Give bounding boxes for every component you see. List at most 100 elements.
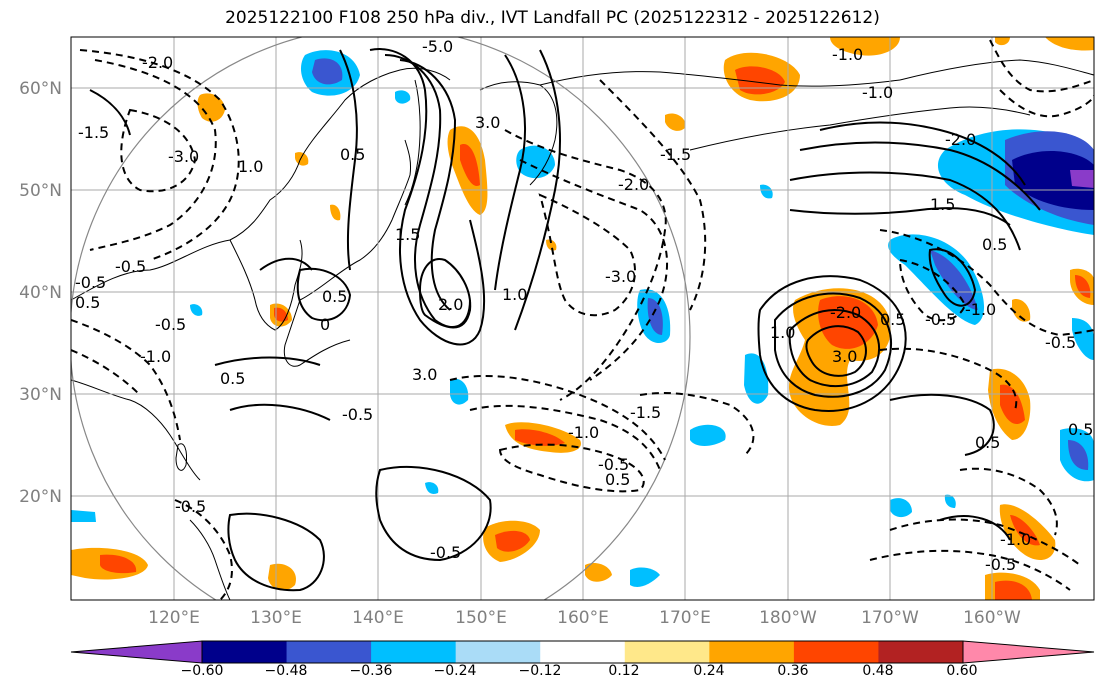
lon-label: 170°W xyxy=(861,608,919,628)
contour-line xyxy=(504,129,667,401)
coastline-aleutians xyxy=(689,106,1031,151)
shade-negative xyxy=(190,304,203,316)
colorbar-extend-high xyxy=(962,640,1095,664)
contour-label: -1.0 xyxy=(965,300,996,319)
contour-line xyxy=(989,39,1094,93)
contour-line xyxy=(227,512,325,592)
contour-label: 3.0 xyxy=(832,347,857,366)
lon-label: 160°E xyxy=(557,608,609,628)
coastline-alaska xyxy=(899,59,1094,81)
lat-label: 50°N xyxy=(19,181,62,201)
contour-line xyxy=(939,515,1011,541)
colorbar-tick: −0.36 xyxy=(350,663,393,679)
colorbar-tick: 0.60 xyxy=(946,663,977,679)
shade-positive xyxy=(274,307,288,322)
contour-line xyxy=(519,159,668,381)
lat-label: 20°N xyxy=(19,487,62,507)
contour-label: 0.5 xyxy=(75,293,100,312)
colorbar-tick: −0.12 xyxy=(519,663,562,679)
contour-line xyxy=(879,229,1094,337)
contour-line xyxy=(229,403,331,421)
colorbar-frame xyxy=(201,640,964,664)
coastline-japan xyxy=(299,139,411,301)
shade-positive xyxy=(268,563,296,591)
colorbar: −0.60 −0.48 −0.36 −0.24 −0.12 0.12 0.24 … xyxy=(70,640,1095,679)
colorbar-segment xyxy=(371,641,457,663)
contour-line xyxy=(757,275,907,412)
colorbar-tick: 0.48 xyxy=(862,663,893,679)
contour-label: -1.0 xyxy=(832,45,863,64)
contour-line xyxy=(599,79,707,311)
reference-circle xyxy=(71,37,691,600)
contour-line xyxy=(898,258,967,322)
contour-line xyxy=(369,48,486,346)
shade-positive xyxy=(295,152,309,166)
contour-label: -2.0 xyxy=(945,130,976,149)
contour-line xyxy=(469,404,661,471)
colorbar-tick: −0.24 xyxy=(434,663,477,679)
contour-label: 1.0 xyxy=(502,285,527,304)
contour-line xyxy=(449,375,666,461)
coastline-layer xyxy=(71,59,1094,600)
contour-label: 2.0 xyxy=(438,295,463,314)
contour-label: -2.0 xyxy=(830,303,861,322)
coastline-japan-south xyxy=(283,299,351,367)
latitude-labels: 60°N 50°N 40°N 30°N 20°N xyxy=(19,79,62,507)
shade-positive xyxy=(515,429,565,446)
contour-label: -1.0 xyxy=(1000,530,1031,549)
contour-label: -1.0 xyxy=(140,347,171,366)
contour-label: -0.5 xyxy=(115,257,146,276)
lon-label: 150°E xyxy=(455,608,507,628)
coastline-taiwan xyxy=(175,443,187,471)
shade-positive xyxy=(495,530,530,552)
contour-label: 1.5 xyxy=(395,225,420,244)
contour-label: -1.5 xyxy=(630,403,661,422)
lon-label: 120°E xyxy=(148,608,200,628)
contour-label: -0.5 xyxy=(598,455,629,474)
contour-label: 0.5 xyxy=(220,369,245,388)
colorbar-segment xyxy=(878,641,964,663)
lon-label: 160°W xyxy=(963,608,1021,628)
contour-label: 0.5 xyxy=(975,433,1000,452)
coastline-kamchatka xyxy=(479,81,558,186)
shade-positive xyxy=(460,144,480,186)
contour-line xyxy=(789,207,1011,226)
shade-positive xyxy=(665,113,686,131)
shade-negative xyxy=(71,510,96,522)
shade-positive xyxy=(197,93,225,122)
map-frame xyxy=(70,36,1095,601)
contour-line xyxy=(494,54,526,291)
lon-label: 180°W xyxy=(759,608,817,628)
contour-line xyxy=(889,518,1081,566)
colorbar-tick: −0.48 xyxy=(265,663,308,679)
contour-label: -0.5 xyxy=(75,273,106,292)
lat-label: 30°N xyxy=(19,385,62,405)
contour-line xyxy=(71,319,181,441)
coastline-asia xyxy=(71,67,451,301)
map-title: 2025122100 F108 250 hPa div., IVT Landfa… xyxy=(225,8,880,28)
shade-negative xyxy=(1012,150,1094,210)
colorbar-tick: 0.12 xyxy=(608,663,639,679)
contour-line xyxy=(799,141,1041,211)
shade-negative xyxy=(760,184,773,199)
shade-negative xyxy=(1068,440,1089,470)
shade-positive xyxy=(330,204,341,221)
colorbar-segment xyxy=(286,641,372,663)
lon-label: 140°E xyxy=(352,608,404,628)
contour-label: 1.0 xyxy=(238,157,263,176)
shade-negative xyxy=(944,494,956,508)
contour-line xyxy=(889,393,995,456)
shade-negative xyxy=(930,250,978,310)
contour-label: 0.5 xyxy=(322,287,347,306)
lon-label: 170°E xyxy=(659,608,711,628)
colorbar-tick: −0.60 xyxy=(181,663,224,679)
contour-line xyxy=(339,49,358,271)
contour-label: 1.5 xyxy=(930,195,955,214)
shade-positive xyxy=(735,66,785,95)
contour-label: -3.0 xyxy=(605,267,636,286)
contour-label: -0.5 xyxy=(342,405,373,424)
lon-label: 130°E xyxy=(250,608,302,628)
contour-line xyxy=(120,108,197,193)
contour-line xyxy=(999,89,1094,118)
